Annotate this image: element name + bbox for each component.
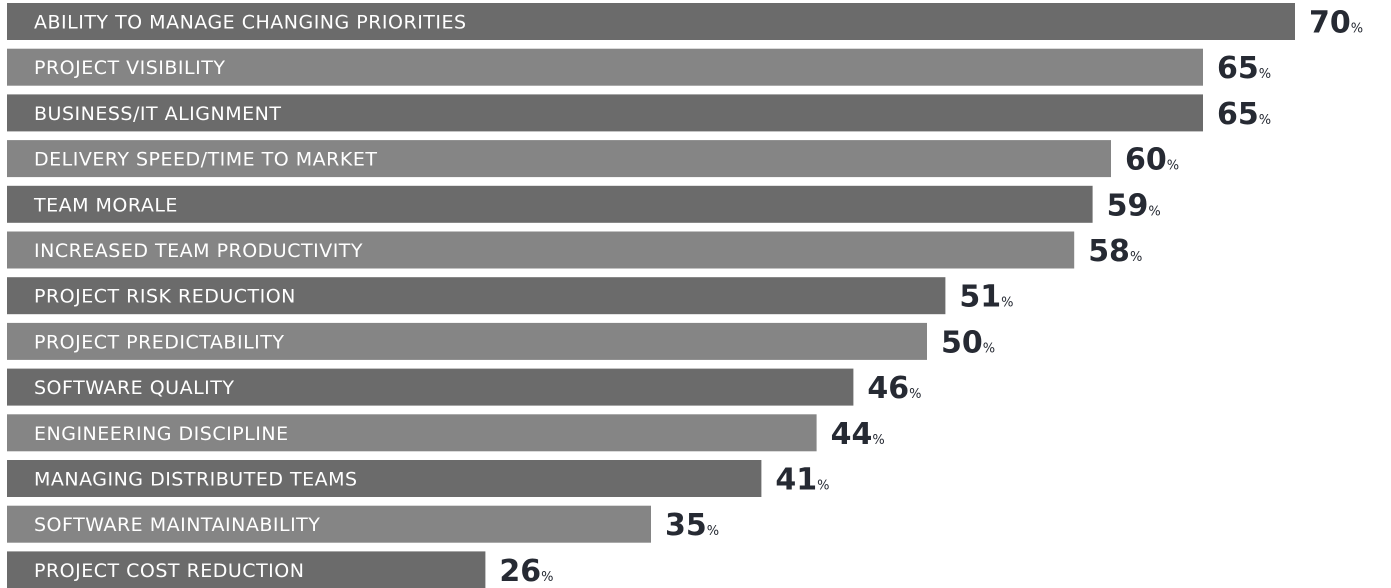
bar — [7, 322, 927, 360]
bar-row: SOFTWARE MAINTAINABILITY 35% — [7, 505, 719, 543]
bar-row: PROJECT VISIBILITY 65% — [7, 48, 1271, 86]
value-number: 70 — [1309, 6, 1351, 41]
value-number: 50 — [941, 325, 983, 360]
category-label: SOFTWARE MAINTAINABILITY — [34, 514, 320, 536]
percent-sign: % — [1148, 204, 1160, 219]
bar — [7, 48, 1203, 86]
percent-sign: % — [909, 387, 921, 402]
value-number: 44 — [831, 417, 873, 452]
category-label: PROJECT COST REDUCTION — [34, 560, 304, 582]
percent-sign: % — [1167, 159, 1179, 174]
percent-sign: % — [541, 570, 553, 585]
bar-row: TEAM MORALE 59% — [7, 185, 1161, 223]
category-label: MANAGING DISTRIBUTED TEAMS — [34, 469, 358, 491]
bar-row: INCREASED TEAM PRODUCTIVITY 58% — [7, 231, 1142, 269]
percent-sign: % — [817, 479, 829, 494]
percent-sign: % — [872, 433, 884, 448]
bar — [7, 414, 817, 452]
value-label: 46% — [867, 371, 921, 406]
value-label: 51% — [959, 280, 1013, 315]
bar-row: PROJECT PREDICTABILITY 50% — [7, 322, 995, 360]
category-label: BUSINESS/IT ALIGNMENT — [34, 103, 281, 125]
category-label: TEAM MORALE — [33, 194, 178, 216]
category-label: SOFTWARE QUALITY — [34, 377, 234, 399]
value-number: 51 — [959, 280, 1001, 315]
bar — [7, 368, 854, 406]
category-label: ENGINEERING DISCIPLINE — [34, 423, 289, 445]
value-label: 35% — [665, 508, 719, 543]
bar-row: PROJECT RISK REDUCTION 51% — [7, 277, 1014, 315]
bar-row: DELIVERY SPEED/TIME TO MARKET 60% — [7, 140, 1179, 178]
value-label: 26% — [499, 554, 553, 588]
bar — [7, 505, 651, 543]
value-label: 59% — [1107, 188, 1161, 223]
value-number: 46 — [867, 371, 909, 406]
percent-sign: % — [1351, 22, 1363, 37]
percent-sign: % — [1259, 67, 1271, 82]
percent-sign: % — [1259, 113, 1271, 128]
bar — [7, 185, 1093, 223]
value-number: 26 — [499, 554, 541, 588]
bar-row: ABILITY TO MANAGE CHANGING PRIORITIES 70% — [7, 3, 1363, 41]
percent-sign: % — [707, 524, 719, 539]
bar — [7, 460, 762, 497]
value-label: 65% — [1217, 97, 1271, 132]
bar — [7, 3, 1295, 40]
value-number: 58 — [1088, 234, 1130, 269]
percent-sign: % — [1001, 296, 1013, 311]
category-label: ABILITY TO MANAGE CHANGING PRIORITIES — [34, 12, 467, 34]
value-number: 65 — [1217, 97, 1259, 132]
bar-row: SOFTWARE QUALITY 46% — [7, 368, 922, 406]
value-label: 41% — [775, 463, 829, 498]
value-label: 60% — [1125, 143, 1179, 178]
value-number: 60 — [1125, 143, 1167, 178]
value-label: 50% — [941, 325, 995, 360]
bar-row: ENGINEERING DISCIPLINE 44% — [7, 414, 885, 452]
category-label: PROJECT RISK REDUCTION — [34, 286, 296, 308]
bar — [7, 140, 1111, 178]
percent-sign: % — [1130, 250, 1142, 265]
bar-row: PROJECT COST REDUCTION 26% — [7, 551, 554, 588]
value-label: 58% — [1088, 234, 1142, 269]
bar — [7, 551, 486, 588]
value-number: 65 — [1217, 51, 1259, 86]
category-label: PROJECT PREDICTABILITY — [34, 331, 284, 353]
bar-row: BUSINESS/IT ALIGNMENT 65% — [7, 94, 1271, 132]
bar — [7, 94, 1203, 132]
bar-row: MANAGING DISTRIBUTED TEAMS 41% — [7, 460, 830, 498]
bar — [7, 277, 946, 315]
category-label: PROJECT VISIBILITY — [34, 57, 225, 79]
value-label: 65% — [1217, 51, 1271, 86]
value-label: 44% — [831, 417, 885, 452]
category-label: DELIVERY SPEED/TIME TO MARKET — [34, 149, 377, 171]
category-label: INCREASED TEAM PRODUCTIVITY — [34, 240, 363, 262]
bar — [7, 231, 1075, 269]
percent-sign: % — [983, 341, 995, 356]
value-number: 41 — [775, 463, 817, 498]
value-number: 35 — [665, 508, 707, 543]
value-number: 59 — [1107, 188, 1149, 223]
value-label: 70% — [1309, 6, 1363, 41]
